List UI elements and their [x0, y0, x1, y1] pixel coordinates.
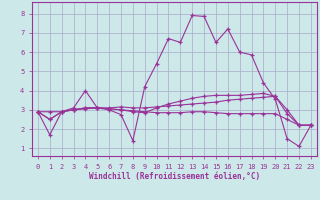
X-axis label: Windchill (Refroidissement éolien,°C): Windchill (Refroidissement éolien,°C)	[89, 172, 260, 181]
